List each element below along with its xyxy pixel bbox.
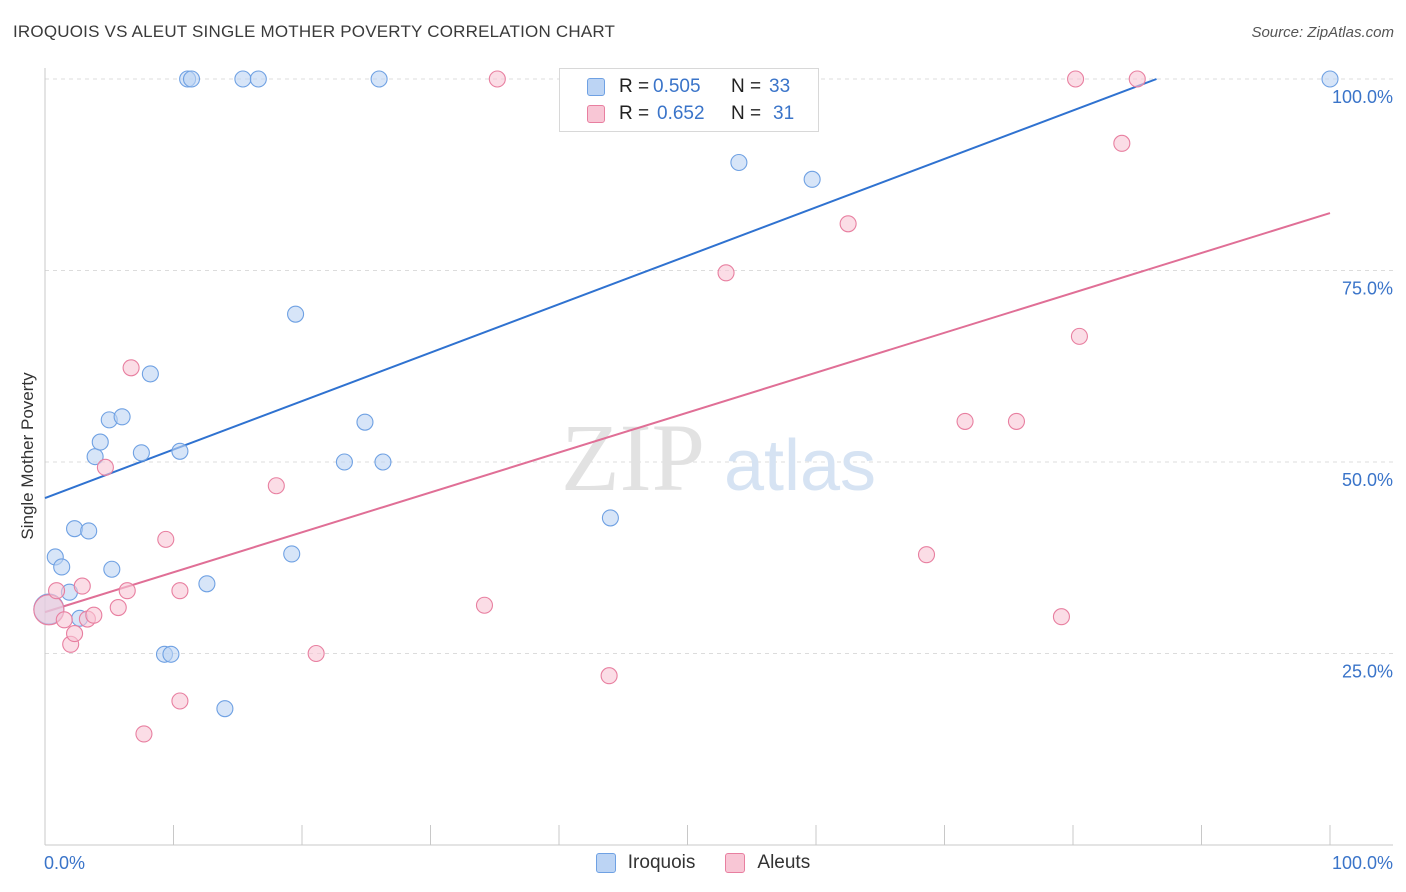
aleuts-point (73, 577, 91, 595)
iroquois-point (803, 170, 821, 188)
aleuts-point (488, 70, 506, 88)
watermark-zip: ZIP (561, 404, 705, 511)
r-value: 0.505 (653, 76, 701, 97)
stats-legend: R = 0.505 N = 33 R = 0.652 N = 31 (559, 68, 819, 132)
aleuts-point (171, 582, 189, 600)
y-axis-label: Single Mother Poverty (18, 372, 37, 540)
iroquois-point (234, 70, 252, 88)
aleuts-point (917, 546, 936, 564)
aleuts-point (839, 215, 857, 233)
iroquois-point (216, 700, 234, 718)
iroquois-point (80, 522, 98, 540)
iroquois-swatch (587, 78, 605, 96)
y-tick-label: 50.0% (1342, 470, 1393, 490)
r-label: R = (619, 76, 650, 97)
iroquois-point (287, 305, 305, 323)
aleuts-point (717, 264, 735, 282)
y-tick-label: 25.0% (1342, 662, 1393, 682)
legend-label-iroquois: Iroquois (627, 852, 696, 873)
y-tick-label: 75.0% (1342, 279, 1393, 299)
iroquois-point (66, 520, 84, 538)
chart-title: IROQUOIS VS ALEUT SINGLE MOTHER POVERTY … (13, 22, 616, 41)
aleuts-point (96, 458, 114, 476)
trend-lines (44, 78, 1331, 614)
iroquois-point (1321, 70, 1339, 88)
aleuts-point (66, 625, 84, 643)
aleuts-legend-swatch (725, 853, 746, 873)
iroquois-point (730, 153, 748, 172)
tick-labels: 25.0% 50.0% 75.0% 100.0% 0.0% 100.0% (44, 87, 1393, 873)
legend-item-aleuts[interactable]: Aleuts (725, 852, 810, 874)
iroquois-point (53, 558, 71, 576)
legend-item-iroquois[interactable]: Iroquois (595, 852, 696, 874)
series-legend: Iroquois Aleuts (0, 852, 1406, 874)
iroquois-point (283, 545, 301, 563)
aleuts-swatch (587, 105, 605, 123)
aleuts-point (171, 692, 189, 710)
r-value: 0.652 (657, 103, 705, 124)
iroquois-point (91, 433, 109, 451)
aleuts-point (48, 582, 66, 600)
watermark: ZIP atlas (561, 404, 876, 511)
iroquois-legend-swatch (595, 853, 616, 873)
y-tick-label: 100.0% (1332, 87, 1393, 107)
aleuts-point (135, 725, 153, 743)
aleuts-point (267, 477, 285, 495)
r-label: R = (619, 103, 650, 124)
aleuts-point (475, 596, 494, 614)
trend-line-iroquois (44, 78, 1157, 499)
aleuts-point (118, 582, 136, 600)
aleuts-point (122, 359, 140, 377)
aleuts-point (1113, 134, 1131, 152)
source-label: Source: ZipAtlas.com (1251, 24, 1394, 41)
stats-row-aleuts: R = 0.652 N = 31 (560, 101, 794, 127)
legend-label-aleuts: Aleuts (757, 852, 811, 873)
aleuts-point (109, 598, 127, 617)
x-tick-label-min: 0.0% (44, 853, 85, 873)
aleuts-point (1070, 327, 1088, 345)
iroquois-point (374, 453, 392, 471)
iroquois-point (370, 70, 388, 88)
n-value: 33 (769, 76, 791, 97)
iroquois-point (132, 444, 150, 462)
aleuts-point (85, 606, 103, 624)
iroquois-point (601, 509, 619, 527)
iroquois-point (171, 442, 189, 460)
grid-lines (45, 78, 1395, 654)
stats-row-iroquois: R = 0.505 N = 33 (560, 74, 790, 100)
n-label: N = (731, 76, 762, 97)
axes (44, 68, 1393, 846)
aleuts-point (1128, 70, 1146, 88)
aleuts-point (600, 667, 618, 685)
aleuts-point (1052, 608, 1070, 626)
aleuts-point (307, 644, 325, 663)
iroquois-point (162, 645, 180, 663)
trend-line-aleuts (44, 212, 1331, 614)
n-label: N = (731, 103, 762, 124)
iroquois-point (113, 408, 131, 426)
watermark-atlas: atlas (724, 426, 876, 506)
iroquois-point (141, 365, 159, 383)
aleuts-point (1067, 70, 1085, 88)
iroquois-point (249, 70, 267, 88)
iroquois-point (103, 560, 121, 578)
n-value: 31 (773, 103, 795, 124)
data-points (33, 70, 1339, 743)
iroquois-point (198, 575, 216, 593)
aleuts-point (55, 611, 73, 629)
aleuts-point (956, 412, 974, 430)
x-tick-label-max: 100.0% (1332, 853, 1393, 873)
aleuts-point (1007, 412, 1026, 430)
iroquois-point (182, 70, 201, 88)
aleuts-point (157, 530, 175, 548)
iroquois-point (356, 413, 374, 431)
iroquois-point (335, 453, 353, 471)
